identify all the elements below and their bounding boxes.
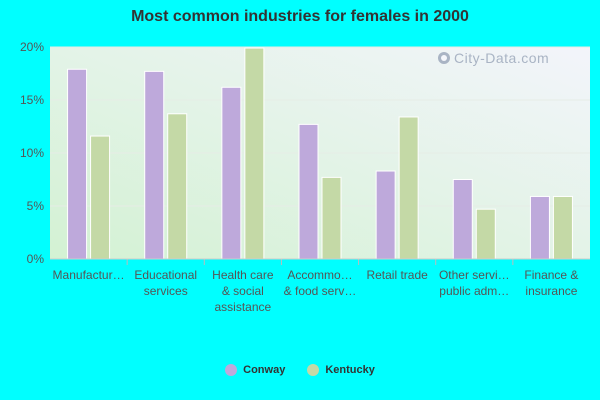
- x-tick-label: Other servi…: [439, 268, 510, 282]
- bar-conway: [298, 123, 319, 260]
- y-tick-label: 20%: [20, 40, 44, 54]
- x-tick-label: & social: [222, 284, 264, 298]
- bar-conway: [529, 195, 550, 260]
- bar-conway: [221, 86, 242, 260]
- x-tick-label: Finance &: [524, 268, 578, 282]
- x-tick-label: Educational: [134, 268, 197, 282]
- x-tick-label: public adm…: [439, 284, 509, 298]
- x-tick-label: assistance: [215, 300, 272, 314]
- bar-conway: [452, 179, 473, 260]
- legend-swatch-kentucky: [307, 364, 320, 376]
- bar-kentucky: [552, 195, 573, 260]
- chart-legend: Conway Kentucky: [0, 364, 600, 376]
- legend-item-kentucky: Kentucky: [307, 364, 375, 376]
- chart-title: Most common industries for females in 20…: [131, 8, 469, 25]
- x-tick-label: Health care: [212, 268, 274, 282]
- watermark: City-Data.com: [438, 50, 549, 66]
- x-tick-label: services: [144, 284, 188, 298]
- bar-conway: [375, 170, 396, 260]
- bar-conway: [144, 70, 165, 260]
- x-tick-label: & food serv…: [284, 284, 357, 298]
- y-tick-label: 0%: [27, 252, 45, 266]
- x-tick-label: Manufactur…: [53, 268, 125, 282]
- x-tick-label: Accommo…: [287, 268, 352, 282]
- legend-label-kentucky: Kentucky: [325, 364, 375, 376]
- legend-swatch-conway: [225, 364, 238, 376]
- y-tick-label: 15%: [20, 93, 44, 107]
- search-icon: [438, 52, 450, 64]
- bar-kentucky: [475, 208, 496, 260]
- bar-kentucky: [244, 47, 265, 260]
- legend-item-conway: Conway: [225, 364, 285, 376]
- watermark-text: City-Data.com: [454, 50, 550, 66]
- y-tick-label: 5%: [27, 199, 45, 213]
- bar-conway: [67, 68, 88, 260]
- legend-label-conway: Conway: [243, 364, 286, 376]
- y-tick-label: 10%: [20, 146, 44, 160]
- x-tick-label: insurance: [525, 284, 577, 298]
- bar-kentucky: [167, 113, 188, 260]
- bar-kentucky: [398, 116, 419, 260]
- x-tick-label: Retail trade: [366, 268, 428, 282]
- bar-kentucky: [90, 135, 111, 260]
- bar-kentucky: [321, 176, 342, 260]
